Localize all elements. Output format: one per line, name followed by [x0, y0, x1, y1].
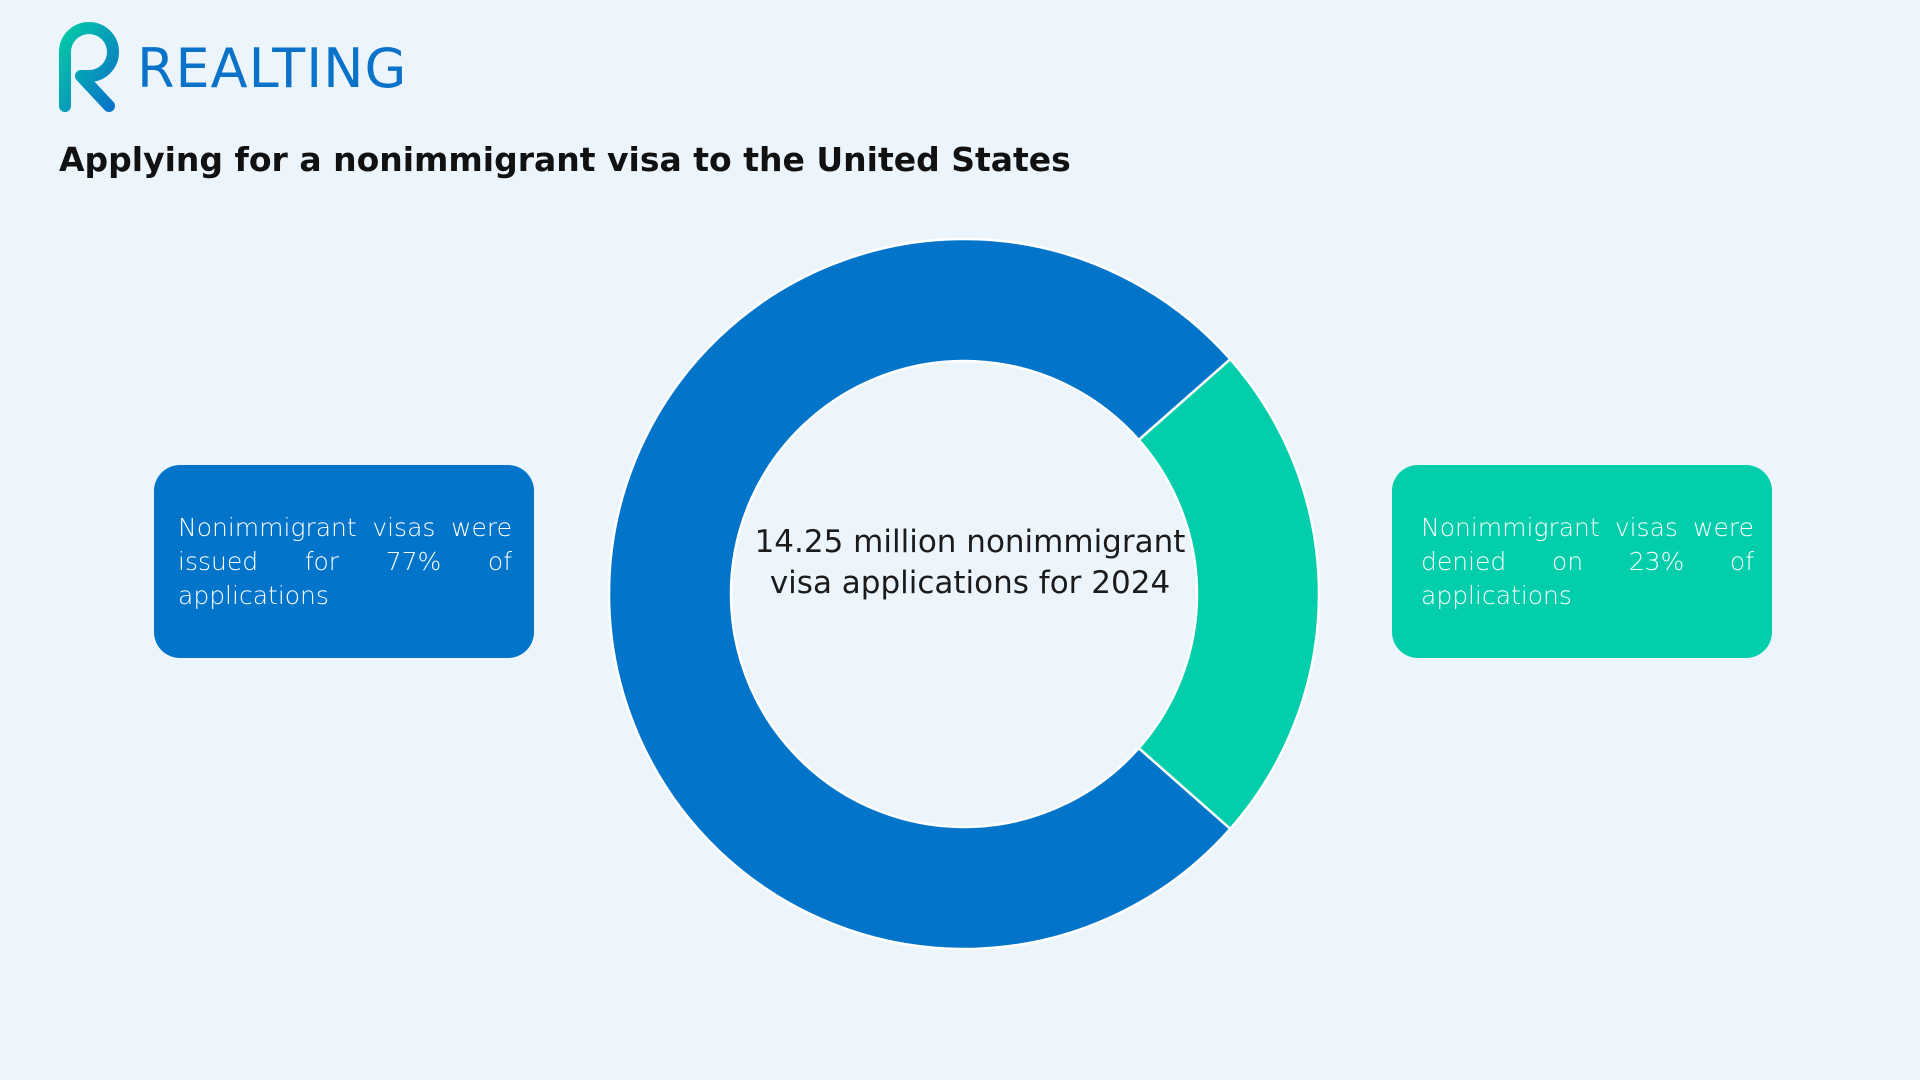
realting-r-logo-icon	[59, 22, 119, 112]
callout-issued-text: Nonimmigrant visas were issued for 77% o…	[178, 512, 512, 610]
brand-name: REALTING	[137, 36, 408, 100]
page-title: Applying for a nonimmigrant visa to the …	[59, 140, 1071, 179]
callout-denied: Nonimmigrant visas were denied on 23% of…	[1392, 465, 1772, 658]
donut-slice-issued	[607, 237, 1233, 951]
callout-issued: Nonimmigrant visas were issued for 77% o…	[154, 465, 534, 658]
donut-center-label: 14.25 million nonimmigrant visa applicat…	[754, 524, 1186, 601]
callout-denied-text: Nonimmigrant visas were denied on 23% of…	[1421, 512, 1754, 610]
donut-slice-denied	[1137, 357, 1321, 831]
brand-logo: REALTING	[55, 22, 407, 114]
